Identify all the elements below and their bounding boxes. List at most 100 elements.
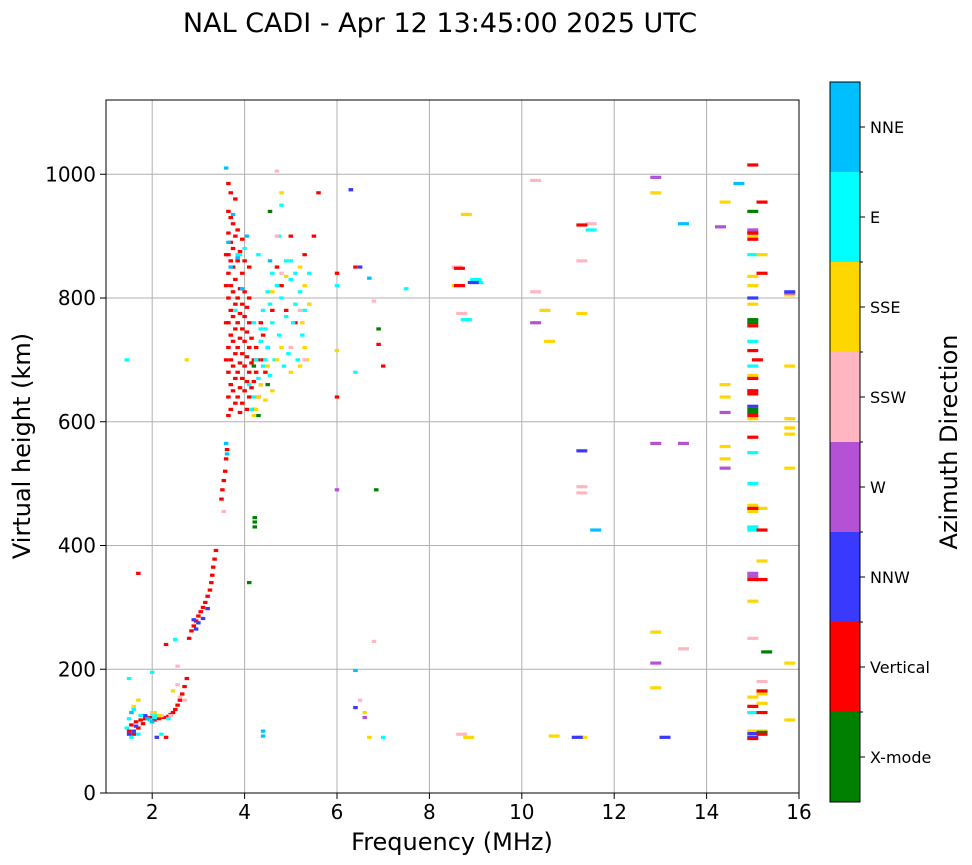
echo-point (719, 383, 731, 387)
echo-point (270, 321, 275, 325)
grid (106, 100, 800, 794)
echo-point (747, 321, 759, 325)
echo-point (747, 364, 759, 368)
echo-point (265, 364, 270, 368)
echo-point (260, 729, 266, 733)
echo-point (304, 358, 310, 362)
echo-point (249, 336, 254, 340)
echo-point (129, 723, 134, 727)
echo-point (260, 364, 266, 368)
echo-point (463, 735, 475, 739)
echo-point (246, 265, 252, 269)
echo-point (747, 296, 759, 300)
echo-point (228, 284, 233, 288)
echo-point (240, 401, 245, 405)
echo-point (585, 228, 597, 232)
echo-point (252, 520, 258, 524)
echo-point (590, 528, 602, 532)
echo-point (300, 333, 305, 337)
echo-point (242, 364, 247, 368)
echo-point (124, 726, 130, 730)
echo-point (362, 710, 367, 715)
echo-point (124, 358, 130, 362)
echo-point (260, 734, 266, 738)
echo-point (334, 284, 340, 288)
echo-point (175, 664, 180, 668)
echo-point (258, 321, 264, 325)
echo-point (212, 557, 217, 561)
echo-point (170, 689, 176, 693)
echo-point (274, 169, 280, 173)
echo-point (133, 724, 139, 728)
echo-point (539, 308, 551, 312)
echo-point (293, 271, 298, 275)
colorbar-tick-label: NNW (870, 568, 910, 587)
echo-point (747, 373, 759, 377)
echo-point (222, 469, 228, 473)
echo-point (253, 407, 259, 411)
echo-point (460, 318, 472, 322)
colorbar-segment (830, 262, 860, 352)
echo-point (719, 457, 731, 461)
echo-point (260, 333, 266, 337)
echo-point (650, 175, 662, 179)
echo-point (223, 284, 229, 288)
echo-point (226, 345, 231, 350)
echo-point (784, 426, 796, 430)
echo-point (191, 624, 197, 628)
echo-point (228, 240, 233, 244)
echo-point (260, 308, 266, 312)
echo-point (283, 314, 289, 319)
echo-point (242, 339, 247, 343)
echo-point (714, 225, 726, 229)
echo-point (784, 661, 796, 665)
echo-point (267, 373, 273, 377)
echo-point (747, 318, 759, 322)
echo-point (196, 621, 201, 625)
echo-point (228, 259, 233, 263)
echo-point (747, 525, 759, 529)
echo-point (719, 200, 731, 204)
echo-point (258, 327, 264, 331)
echo-point (733, 181, 745, 186)
echo-point (380, 735, 386, 739)
echo-point (223, 457, 229, 461)
echo-point (131, 732, 136, 736)
echo-point (246, 581, 252, 585)
echo-point (279, 284, 284, 288)
echo-point (371, 639, 377, 644)
x-axis-ticks: 2 4 6 8 10 12 14 16 (146, 793, 812, 824)
echo-point (230, 314, 236, 319)
echo-point (650, 686, 662, 690)
echo-point (226, 209, 231, 213)
echo-point (235, 321, 240, 325)
echo-point (126, 732, 132, 736)
echo-point (747, 234, 759, 238)
colorbar-frame (829, 81, 861, 803)
echo-point (263, 358, 268, 362)
echo-point (233, 376, 238, 381)
echo-point (230, 222, 236, 226)
x-tick-label: 4 (238, 800, 251, 824)
echo-point (221, 509, 227, 514)
echo-point (251, 407, 257, 411)
echo-point (747, 407, 759, 411)
echo-point (242, 259, 247, 263)
echo-point (286, 352, 291, 356)
echo-point (747, 324, 759, 328)
echo-point (302, 284, 307, 288)
echo-point (179, 692, 185, 696)
echo-point (756, 692, 768, 696)
echo-point (371, 299, 377, 303)
echo-point (747, 389, 759, 393)
echo-point (226, 253, 231, 257)
echo-point (184, 676, 190, 681)
echo-point (747, 237, 759, 241)
echo-point (585, 222, 597, 226)
echo-point (747, 574, 759, 579)
echo-point (279, 203, 284, 207)
y-tick-label: 1000 (45, 162, 96, 186)
echo-point (295, 358, 300, 362)
echo-point (237, 361, 243, 365)
echo-point (175, 703, 180, 707)
